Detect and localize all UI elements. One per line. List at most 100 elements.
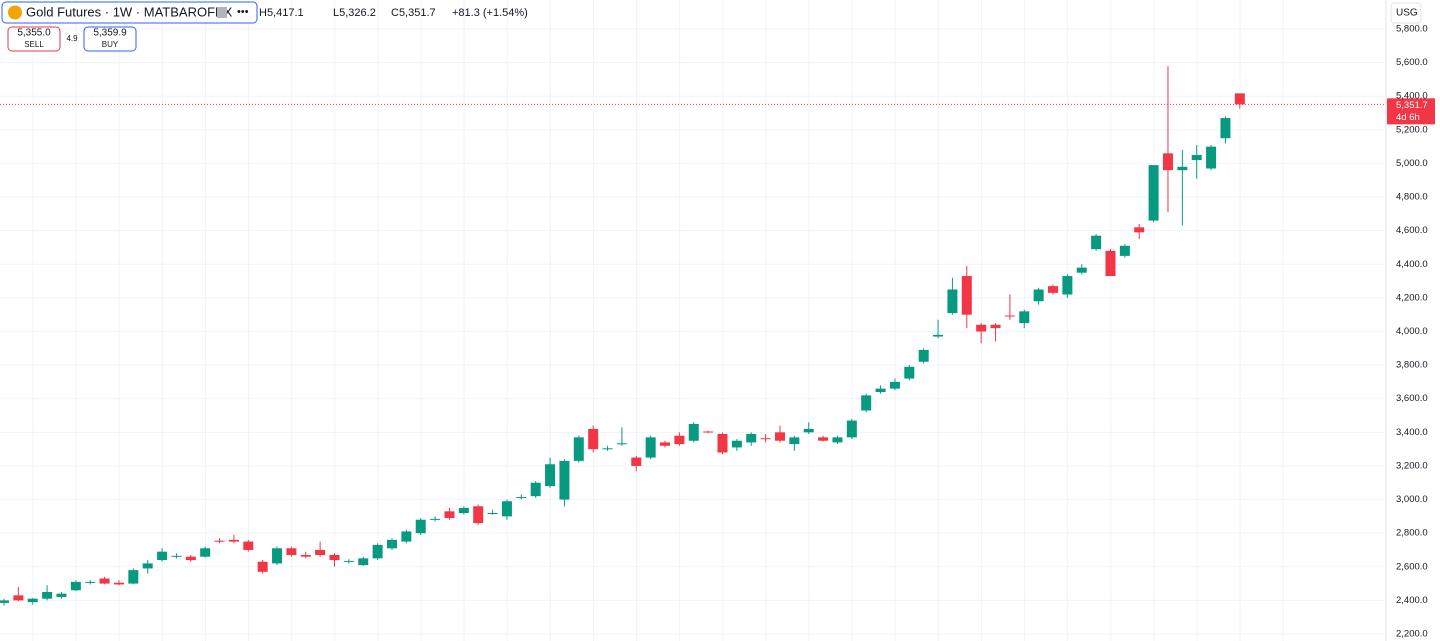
buy-price: 5,359.9: [93, 28, 127, 39]
ohlc-close: C5,351.7: [391, 7, 436, 19]
candle-body: [56, 593, 67, 598]
candle-body: [501, 501, 512, 517]
candle-body: [818, 437, 829, 441]
candle-body: [386, 539, 397, 549]
candle-body: [774, 432, 785, 441]
y-tick-label: 2,600.0: [1396, 561, 1428, 572]
candle-body: [746, 434, 757, 443]
last-price-label: 5,351.7: [1396, 100, 1428, 111]
candle-body: [947, 289, 958, 314]
flag-icon: [217, 7, 227, 18]
candle-body: [185, 556, 196, 561]
candle-body: [444, 511, 455, 519]
candle-body: [918, 349, 929, 362]
candle-body: [300, 555, 311, 557]
candle-body: [573, 437, 584, 461]
candle-body: [731, 440, 742, 448]
y-tick-label: 3,800.0: [1396, 360, 1428, 371]
countdown: 4d 6h: [1396, 112, 1420, 123]
candle-body: [430, 518, 441, 520]
candle-body: [530, 482, 541, 497]
y-tick-label: 4,800.0: [1396, 192, 1428, 203]
candle-body: [329, 555, 340, 561]
candle-body: [933, 334, 944, 337]
candle-body: [13, 595, 24, 601]
symbol: Gold Futures · 1W · MATBAROFEX: [26, 4, 233, 19]
buy-label: BUY: [102, 40, 119, 49]
candle-body: [1234, 93, 1245, 105]
candle-body: [976, 324, 987, 332]
y-tick-label: 4,000.0: [1396, 326, 1428, 337]
candle-body: [1206, 146, 1217, 169]
candle-body: [688, 423, 699, 441]
candle-body: [128, 570, 139, 584]
spread: 4.9: [66, 34, 78, 43]
y-tick-label: 4,400.0: [1396, 259, 1428, 270]
candle-body: [0, 600, 9, 603]
candle-body: [1220, 118, 1231, 139]
candle-body: [1004, 315, 1015, 317]
candle-body: [875, 388, 886, 392]
candle-body: [42, 591, 53, 599]
candle-body: [487, 513, 498, 514]
candle-body: [1148, 165, 1159, 221]
candle-body: [602, 448, 613, 450]
candle-body: [401, 531, 412, 542]
candle-body: [99, 578, 110, 584]
candle-body: [904, 366, 915, 379]
candle-body: [861, 395, 872, 411]
candle-body: [257, 561, 268, 572]
candle-body: [645, 437, 656, 458]
y-tick-label: 4,200.0: [1396, 292, 1428, 303]
y-tick-label: 3,400.0: [1396, 427, 1428, 438]
ohlc-low: L5,326.2: [333, 7, 376, 19]
candle-body: [113, 582, 124, 585]
candle-body: [832, 437, 843, 443]
y-tick-label: 2,200.0: [1396, 629, 1428, 640]
candle-body: [616, 443, 627, 445]
symbol-box[interactable]: [1, 1, 258, 24]
sell-button[interactable]: [7, 26, 61, 52]
ohlc-high: H5,417.1: [259, 7, 304, 19]
candle-body: [228, 539, 239, 542]
symbol-icon: [8, 5, 22, 20]
y-tick-label: 5,200.0: [1396, 124, 1428, 135]
candle-body: [889, 381, 900, 389]
candle-body: [588, 428, 599, 450]
ohlc-change: +81.3 (+1.54%): [452, 7, 528, 19]
y-tick-label: 5,400.0: [1396, 91, 1428, 102]
candle-body: [1134, 227, 1145, 233]
candle-body: [717, 434, 728, 453]
last-price-tag: [1387, 98, 1435, 125]
candle-body: [243, 541, 254, 550]
currency: USG: [1396, 8, 1418, 19]
sell-price: 5,355.0: [17, 28, 51, 39]
candle-body: [846, 420, 857, 438]
candle-body: [1076, 267, 1087, 273]
candle-body: [458, 507, 469, 513]
candle-body: [789, 437, 800, 445]
candle-body: [1162, 153, 1173, 171]
sell-label: SELL: [24, 40, 44, 49]
candle-body: [473, 506, 484, 524]
y-tick-label: 5,800.0: [1396, 24, 1428, 35]
candle-body: [372, 544, 383, 559]
y-tick-label: 2,400.0: [1396, 595, 1428, 606]
candle-body: [157, 551, 168, 561]
candle-body: [415, 519, 426, 534]
y-tick-label: 3,000.0: [1396, 494, 1428, 505]
candle-body: [1033, 289, 1044, 302]
candle-body: [990, 324, 1001, 329]
buy-button[interactable]: [83, 26, 137, 52]
y-tick-label: 5,000.0: [1396, 158, 1428, 169]
candle-body: [343, 560, 354, 562]
candle-body: [315, 549, 326, 556]
candle-body: [1062, 276, 1073, 295]
y-tick-label: 5,600.0: [1396, 57, 1428, 68]
candle-body: [358, 558, 369, 566]
candle-body: [674, 435, 685, 445]
currency-box[interactable]: [1390, 2, 1422, 24]
more[interactable]: •••: [237, 6, 249, 18]
